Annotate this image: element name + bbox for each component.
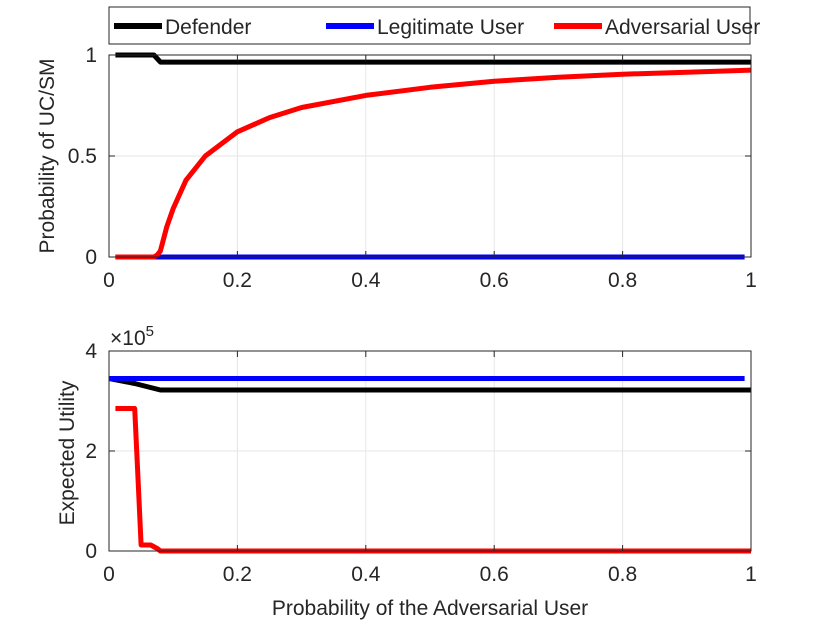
legend-label-legitimate-user: Legitimate User xyxy=(377,16,524,39)
legend-box xyxy=(108,6,751,45)
bottom-x-tick-label: 0.4 xyxy=(351,563,381,586)
legend-items: Defender Legitimate User Adversarial User xyxy=(114,16,760,39)
legend: Defender Legitimate User Adversarial User xyxy=(108,6,760,45)
bottom-x-tick-label: 0.2 xyxy=(223,563,252,586)
bottom-x-tick-label: 0.8 xyxy=(608,563,637,586)
top-x-tick-label: 0.8 xyxy=(608,269,637,292)
legend-label-defender: Defender xyxy=(165,16,251,39)
bottom-y-tick-label: 4 xyxy=(85,340,97,363)
bottom-y-tick-label: 2 xyxy=(85,440,97,463)
bottom-y-axis-label: Expected Utility xyxy=(56,380,79,525)
y-exponent-base: ×10 xyxy=(110,327,146,350)
y-exponent-label: ×105 xyxy=(110,323,154,350)
legend-item-legitimate-user: Legitimate User xyxy=(326,16,524,39)
bottom-series-line-defender xyxy=(108,376,751,393)
legend-item-defender: Defender xyxy=(114,16,251,39)
top-x-tick-label: 0.6 xyxy=(480,269,509,292)
top-x-tick-label: 1 xyxy=(745,269,757,292)
top-x-tick-label: 0 xyxy=(103,269,115,292)
top-x-tick-label: 0.2 xyxy=(223,269,252,292)
legend-label-adversarial-user: Adversarial User xyxy=(605,16,760,39)
bottom-x-tick-label: 1 xyxy=(745,563,757,586)
top-y-axis-label: Probability of UC/SM xyxy=(36,59,59,254)
top-y-tick-label: 0.5 xyxy=(68,145,97,168)
bottom-x-tick-label: 0.6 xyxy=(480,563,509,586)
top-y-tick-label: 1 xyxy=(85,44,97,67)
top-series-line-adversarial-user xyxy=(115,67,752,260)
top-ticks: 0 0.2 0.4 0.6 0.8 1 0 0.5 1 xyxy=(68,44,757,292)
y-exponent-power: 5 xyxy=(146,323,154,340)
bottom-y-tick-label: 0 xyxy=(85,540,97,563)
top-x-tick-label: 0.4 xyxy=(351,269,381,292)
top-series-line-defender xyxy=(115,52,751,65)
bottom-x-tick-label: 0 xyxy=(103,563,115,586)
bottom-ticks: 0 0.2 0.4 0.6 0.8 1 0 2 4 xyxy=(85,340,757,586)
bottom-chart: 0 0.2 0.4 0.6 0.8 1 0 2 4 Expected Utility Proba… xyxy=(56,323,757,620)
top-chart: 0 0.2 0.4 0.6 0.8 1 0 0.5 1 Probability of UC/SM xyxy=(36,44,757,292)
legend-item-adversarial-user: Adversarial User xyxy=(554,16,760,39)
bottom-x-axis-label: Probability of the Adversarial User xyxy=(272,597,588,620)
top-y-tick-label: 0 xyxy=(85,246,97,269)
